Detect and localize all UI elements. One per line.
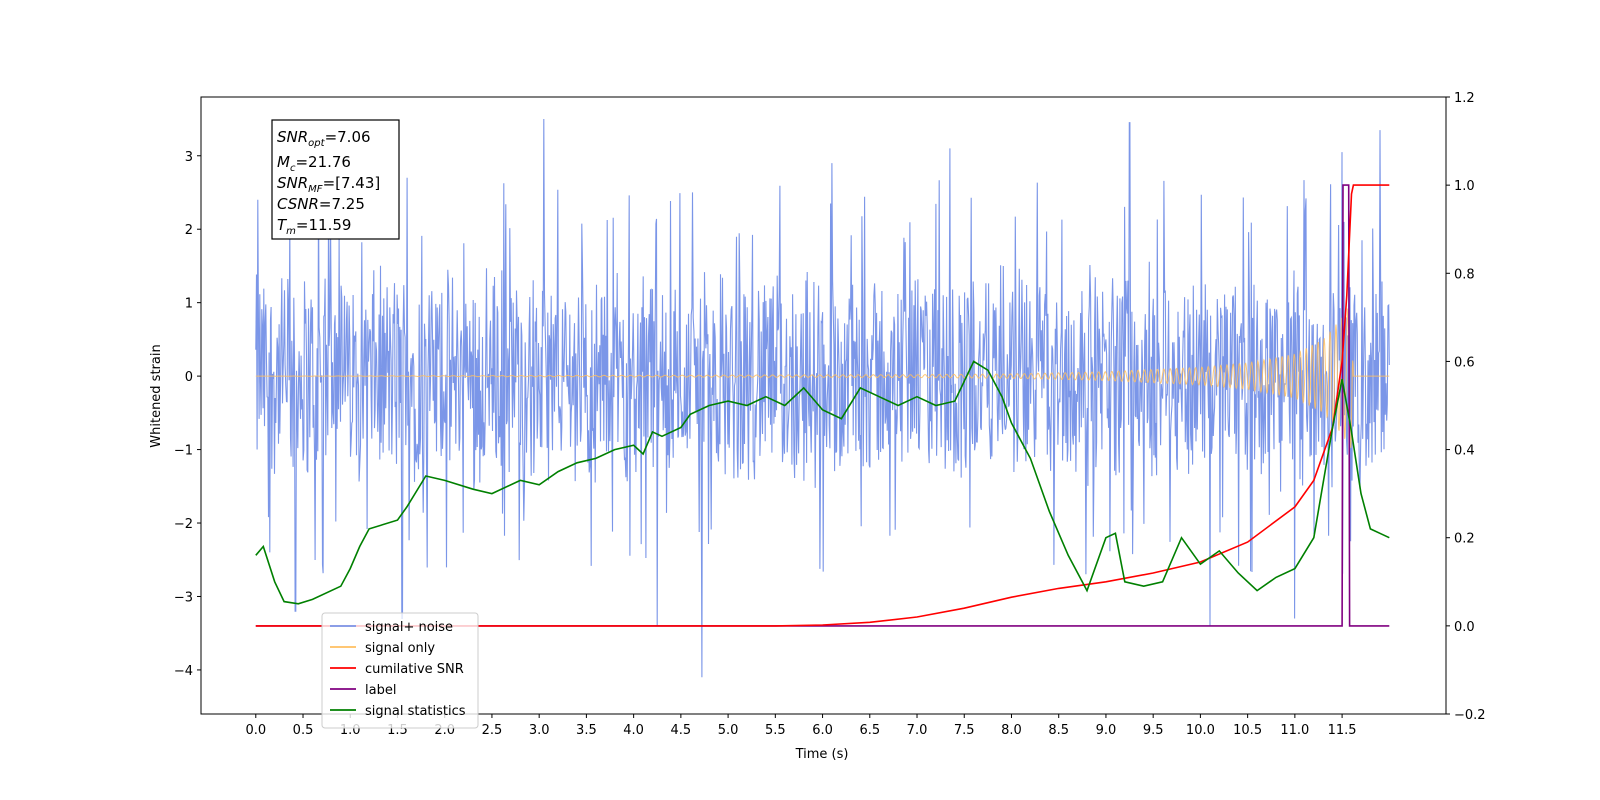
y-right-tick-label: 1.0: [1454, 179, 1475, 194]
x-tick-label: 11.0: [1280, 723, 1309, 738]
info-csnr: CSNR=7.25: [277, 195, 365, 213]
y-left-tick-label: −4: [174, 664, 193, 679]
series-signal-statistics: [255, 360, 1390, 605]
x-tick-label: 0.5: [293, 723, 314, 738]
series-label: [255, 184, 1390, 627]
x-tick-label: 2.5: [482, 723, 503, 738]
y-right-tick-label: 0.0: [1454, 620, 1475, 635]
x-tick-label: 7.5: [954, 723, 975, 738]
x-tick-label: 6.0: [812, 723, 833, 738]
legend-entry: signal+ noise: [365, 620, 453, 635]
info-box: SNRopt=7.06 Mc=21.76 SNRMF=[7.43] CSNR=7…: [271, 119, 400, 240]
plot-frame: [200, 96, 1447, 715]
y-left-tick-label: 2: [185, 223, 193, 238]
x-tick-label: 6.5: [859, 723, 880, 738]
x-tick-label: 4.5: [671, 723, 692, 738]
y-left-tick-label: 0: [185, 370, 193, 385]
series-signal-only: [255, 308, 1390, 449]
x-tick-label: 4.0: [623, 723, 644, 738]
y-right-tick-label: 0.4: [1454, 444, 1475, 459]
x-tick-label: 0.0: [245, 723, 266, 738]
legend-box: [321, 612, 479, 729]
y-axis-right: 1.2 1.0 0.8 0.6 0.4 0.2 0.0 −0.2: [1446, 91, 1486, 723]
legend: signal+ noise signal only cumilative SNR la…: [321, 612, 479, 729]
y-right-tick-label: 0.8: [1454, 267, 1475, 282]
y-left-tick-label: −2: [174, 517, 193, 532]
legend-entry: label: [365, 683, 396, 698]
info-mc: Mc=21.76: [277, 153, 351, 174]
series-signal-noise: [255, 118, 1390, 678]
info-snr-mf: SNRMF=[7.43]: [277, 174, 380, 195]
x-tick-label: 5.0: [718, 723, 739, 738]
x-tick-label: 8.0: [1001, 723, 1022, 738]
legend-entry: signal statistics: [365, 704, 466, 719]
legend-entry: cumilative SNR: [365, 662, 464, 677]
legend-entry: signal only: [365, 641, 435, 656]
y-right-tick-label: 1.2: [1454, 91, 1475, 106]
y-left-tick-label: 3: [185, 150, 193, 165]
x-tick-label: 7.0: [907, 723, 928, 738]
x-tick-label: 8.5: [1048, 723, 1069, 738]
x-axis-label: Time (s): [795, 747, 849, 762]
x-tick-label: 10.5: [1233, 723, 1262, 738]
x-tick-label: 3.0: [529, 723, 550, 738]
x-tick-label: 9.0: [1096, 723, 1117, 738]
x-tick-label: 10.0: [1186, 723, 1215, 738]
y-right-tick-label: −0.2: [1454, 708, 1486, 723]
info-snr-opt: SNRopt=7.06: [277, 128, 371, 149]
series-cumulative-snr: [255, 184, 1390, 627]
y-left-tick-label: −3: [174, 590, 193, 605]
x-tick-label: 11.5: [1328, 723, 1357, 738]
x-tick-label: 3.5: [576, 723, 597, 738]
y-left-tick-label: −1: [174, 444, 193, 459]
x-tick-label: 5.5: [765, 723, 786, 738]
y-right-tick-label: 0.2: [1454, 532, 1475, 547]
y-left-tick-label: 1: [185, 297, 193, 312]
y-axis-left: 3 2 1 0 −1 −2 −3 −4: [174, 150, 201, 679]
y-right-tick-label: 0.6: [1454, 355, 1475, 370]
info-tm: Tm=11.59: [277, 216, 351, 237]
y-axis-label: Whitened strain: [149, 344, 164, 447]
plot-area: [200, 96, 1447, 715]
x-tick-label: 9.5: [1143, 723, 1164, 738]
